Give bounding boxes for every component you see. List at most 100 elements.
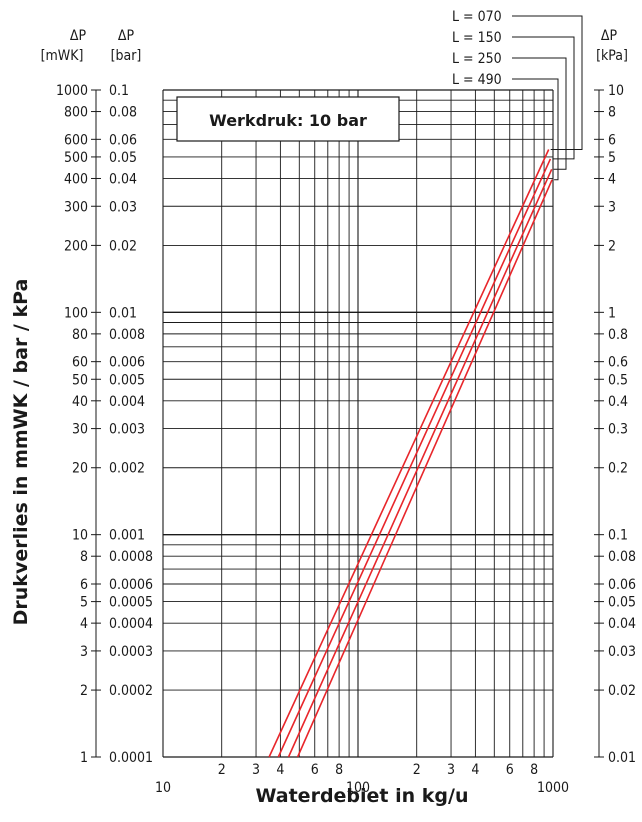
x-tick-label: 4	[276, 762, 284, 778]
y-tick-label-bar: 0.0002	[109, 683, 153, 699]
y-tick-label-mwk: 5	[80, 595, 88, 611]
y-tick-label-bar: 0.01	[109, 305, 137, 321]
x-tick-label: 1000	[537, 780, 569, 796]
y-tick-label-kpa: 5	[608, 150, 616, 166]
chart-grid	[162, 89, 554, 758]
x-tick-label: 2	[218, 762, 226, 778]
y-tick-label-mwk: 40	[72, 394, 88, 410]
y-tick-label-bar: 0.005	[109, 372, 145, 388]
x-tick-label: 6	[311, 762, 319, 778]
y-tick-label-mwk: 30	[72, 422, 88, 438]
series-line-1	[268, 149, 550, 758]
y-tick-label-bar: 0.0003	[109, 644, 153, 660]
y-tick-label-bar: 0.001	[109, 528, 145, 544]
y-tick-label-bar: 0.08	[109, 105, 137, 121]
x-tick-label: 8	[335, 762, 343, 778]
y-tick-label-kpa: 10	[608, 83, 624, 99]
y-tick-label-kpa: 4	[608, 171, 616, 187]
y-tick-label-kpa: 0.02	[608, 683, 636, 699]
x-tick-label: 3	[252, 762, 260, 778]
y-tick-label-bar: 0.04	[109, 171, 137, 187]
y-tick-label-mwk: 4	[80, 616, 88, 632]
legend-label: L = 250	[452, 51, 502, 67]
series-lines	[268, 149, 553, 758]
y-tick-label-kpa: 0.08	[608, 549, 636, 565]
y-tick-label-bar: 0.006	[109, 355, 145, 371]
series-line-3	[287, 168, 553, 758]
y-tick-label-bar: 0.003	[109, 422, 145, 438]
y-tick-label-mwk: 400	[64, 171, 88, 187]
y-tick-label-mwk: 8	[80, 549, 88, 565]
x-tick-label: 3	[447, 762, 455, 778]
y-tick-label-bar: 0.0008	[109, 549, 153, 565]
x-tick-label: 6	[506, 762, 514, 778]
y-tick-label-mwk: 50	[72, 372, 88, 388]
y-tick-label-kpa: 6	[608, 132, 616, 148]
y-tick-label-bar: 0.02	[109, 238, 137, 254]
y-tick-label-kpa: 0.3	[608, 422, 628, 438]
y-tick-label-bar: 0.0006	[109, 577, 153, 593]
y-tick-label-bar: 0.004	[109, 394, 145, 410]
y-tick-label-kpa: 0.6	[608, 355, 628, 371]
y-tick-label-mwk: 200	[64, 238, 88, 254]
y-tick-label-mwk: 1000	[56, 83, 88, 99]
y-tick-label-kpa: 3	[608, 199, 616, 215]
y-tick-label-mwk: 80	[72, 327, 88, 343]
y-tick-label-kpa: 2	[608, 238, 616, 254]
y-tick-label-kpa: 8	[608, 105, 616, 121]
axis-symbol-bar: ΔP	[118, 28, 135, 44]
axis-unit-kpa: [kPa]	[596, 48, 628, 64]
series-line-4	[296, 179, 553, 758]
x-axis-title: Waterdebiet in kg/u	[256, 785, 469, 807]
y-tick-label-kpa: 0.5	[608, 372, 628, 388]
legend-leader-line	[512, 78, 559, 181]
series-line-2	[277, 158, 552, 758]
x-tick-label: 10	[155, 780, 171, 796]
y-tick-label-kpa: 1	[608, 305, 616, 321]
y-tick-label-kpa: 0.2	[608, 461, 628, 477]
y-tick-label-bar: 0.008	[109, 327, 145, 343]
y-tick-label-kpa: 0.06	[608, 577, 636, 593]
legend-label: L = 490	[452, 72, 502, 88]
y-tick-label-mwk: 600	[64, 132, 88, 148]
axis-unit-bar: [bar]	[111, 48, 142, 64]
y-tick-label-mwk: 2	[80, 683, 88, 699]
annotation-text: Werkdruk: 10 bar	[209, 111, 367, 130]
axis-symbol-mwk: ΔP	[70, 28, 87, 44]
y-tick-label-bar: 0.002	[109, 461, 145, 477]
y-tick-label-bar: 0.05	[109, 150, 137, 166]
y-tick-label-kpa: 0.05	[608, 595, 636, 611]
legend-leader-line	[512, 57, 567, 170]
y-tick-label-kpa: 0.04	[608, 616, 636, 632]
y-tick-label-kpa: 0.01	[608, 750, 636, 766]
annotation-box	[176, 96, 400, 142]
y-tick-label-mwk: 800	[64, 105, 88, 121]
x-tick-label: 8	[530, 762, 538, 778]
y-tick-label-bar: 0.03	[109, 199, 137, 215]
y-tick-label-bar: 0.1	[109, 83, 129, 99]
y-tick-label-bar: 0.0004	[109, 616, 153, 632]
y-tick-label-kpa: 0.8	[608, 327, 628, 343]
y-tick-label-mwk: 1	[80, 750, 88, 766]
axis-unit-mwk: [mWK]	[41, 48, 84, 64]
y-tick-label-kpa: 0.1	[608, 528, 628, 544]
y-tick-label-mwk: 60	[72, 355, 88, 371]
x-tick-label: 100	[346, 780, 370, 796]
y-tick-label-mwk: 6	[80, 577, 88, 593]
y-tick-label-mwk: 500	[64, 150, 88, 166]
y-axis-title: Drukverlies in mmWK / bar / kPa	[10, 279, 32, 626]
y-tick-label-mwk: 10	[72, 528, 88, 544]
legend-label: L = 150	[452, 30, 502, 46]
y-tick-label-bar: 0.06	[109, 132, 137, 148]
legend-leader-line	[512, 36, 575, 160]
legend: L = 070 L = 150 L = 250 L = 490	[452, 9, 583, 181]
legend-label: L = 070	[452, 9, 502, 25]
x-tick-label: 4	[471, 762, 479, 778]
y-tick-label-bar: 0.0005	[109, 595, 153, 611]
y-tick-label-kpa: 0.4	[608, 394, 628, 410]
y-tick-label-bar: 0.0001	[109, 750, 153, 766]
x-tick-label: 2	[413, 762, 421, 778]
y-tick-label-mwk: 100	[64, 305, 88, 321]
